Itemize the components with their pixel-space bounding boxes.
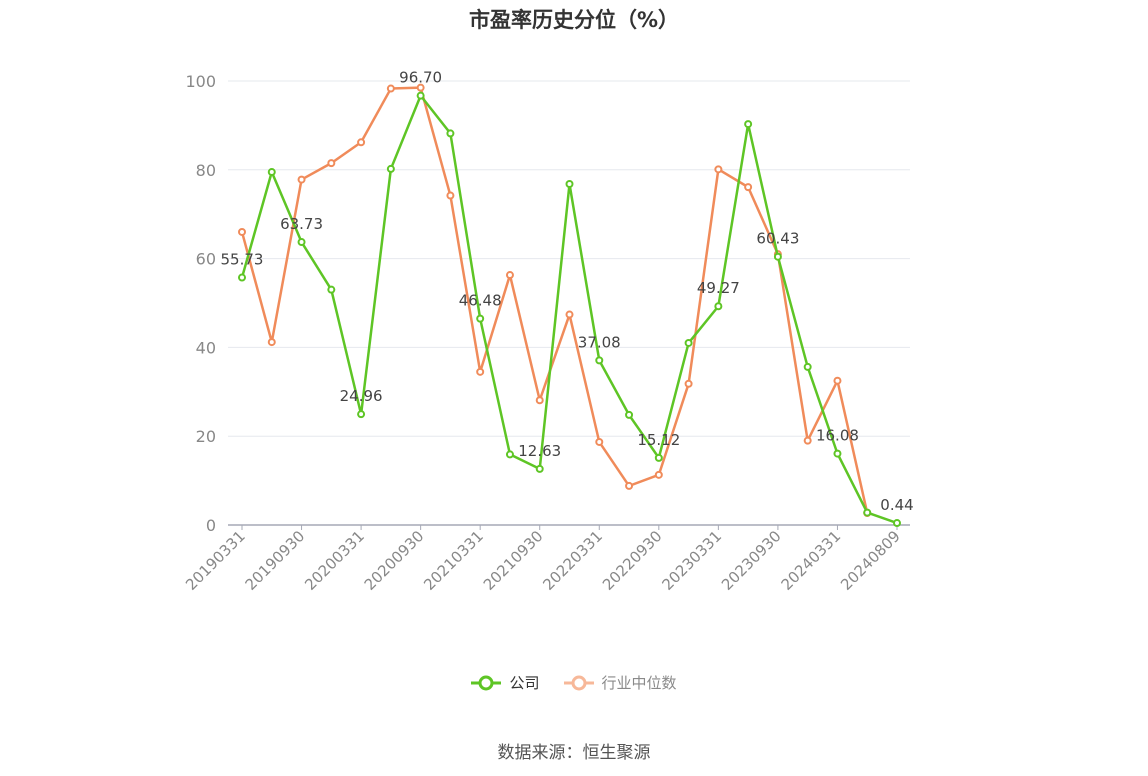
data-point-company[interactable] xyxy=(595,356,604,365)
x-tick-label: 20190930 xyxy=(242,527,309,594)
data-point-company[interactable] xyxy=(863,508,872,517)
data-label: 60.43 xyxy=(756,230,799,248)
data-point-industry[interactable] xyxy=(744,183,753,192)
chart-title: 市盈率历史分位（%） xyxy=(468,8,680,32)
data-point-industry[interactable] xyxy=(238,227,246,236)
data-label: 16.08 xyxy=(816,427,859,445)
data-point-industry[interactable] xyxy=(267,338,276,347)
data-point-company[interactable] xyxy=(565,180,574,189)
legend-company-label: 公司 xyxy=(509,674,540,692)
data-point-company[interactable] xyxy=(357,410,366,419)
data-source: 数据来源：恒生聚源 xyxy=(497,743,651,763)
x-tick-label: 20220331 xyxy=(539,527,606,594)
data-point-industry[interactable] xyxy=(565,310,574,319)
data-point-industry[interactable] xyxy=(595,437,604,446)
data-point-industry[interactable] xyxy=(416,83,425,92)
x-tick-label: 20230331 xyxy=(658,527,725,594)
data-point-industry[interactable] xyxy=(446,191,455,200)
series-line-company xyxy=(240,94,898,525)
y-axis-ticks: 0 20 40 60 80 100 xyxy=(185,72,216,535)
y-tick-label: 80 xyxy=(196,161,216,180)
data-label: 49.27 xyxy=(697,279,740,297)
data-label: 55.73 xyxy=(221,251,264,269)
data-point-company[interactable] xyxy=(625,410,634,419)
data-point-industry[interactable] xyxy=(505,271,514,280)
legend-item-industry[interactable]: 行业中位数 xyxy=(563,672,677,693)
data-point-industry[interactable] xyxy=(327,159,336,168)
x-tick-label: 20220930 xyxy=(599,527,666,594)
data-point-industry[interactable] xyxy=(476,367,485,376)
x-axis-ticks: 2019033120190930202003312020093020210331… xyxy=(182,525,904,594)
data-point-company[interactable] xyxy=(535,464,544,473)
x-tick-label: 20200331 xyxy=(301,527,368,594)
data-point-company[interactable] xyxy=(893,519,901,528)
data-point-industry[interactable] xyxy=(625,481,634,490)
y-tick-label: 100 xyxy=(185,72,216,91)
data-label: 96.70 xyxy=(399,69,442,87)
data-point-industry[interactable] xyxy=(535,396,544,405)
data-point-industry[interactable] xyxy=(297,175,306,184)
data-point-company[interactable] xyxy=(238,273,246,282)
x-tick-label: 20190331 xyxy=(182,527,249,594)
legend-industry-icon xyxy=(563,675,594,690)
x-tick-label: 20240809 xyxy=(837,527,904,594)
data-point-company[interactable] xyxy=(803,362,812,371)
legend-industry-label: 行业中位数 xyxy=(601,674,677,692)
y-tick-label: 40 xyxy=(196,338,216,357)
data-labels: 55.73 63.73 24.96 96.70 46.48 12.63 37.08 15.12… xyxy=(221,69,914,514)
data-point-company[interactable] xyxy=(505,450,514,459)
data-point-company[interactable] xyxy=(446,129,455,138)
data-point-industry[interactable] xyxy=(386,84,395,93)
data-point-industry[interactable] xyxy=(714,165,723,174)
data-point-industry[interactable] xyxy=(357,138,366,147)
legend: 公司 行业中位数 xyxy=(0,672,1148,693)
x-tick-label: 20210930 xyxy=(480,527,547,594)
data-point-industry[interactable] xyxy=(654,470,663,479)
legend-company-icon xyxy=(471,675,502,690)
y-tick-label: 60 xyxy=(196,250,216,269)
data-label: 15.12 xyxy=(637,431,680,449)
data-label: 46.48 xyxy=(459,292,502,310)
data-label: 0.44 xyxy=(880,496,913,514)
data-point-company[interactable] xyxy=(386,164,395,173)
data-point-company[interactable] xyxy=(744,120,753,129)
data-point-industry[interactable] xyxy=(803,436,812,445)
data-label: 24.96 xyxy=(340,387,383,405)
data-point-industry[interactable] xyxy=(684,379,693,388)
x-tick-label: 20210331 xyxy=(420,527,487,594)
data-label: 12.63 xyxy=(518,442,561,460)
data-point-company[interactable] xyxy=(773,252,782,261)
data-point-company[interactable] xyxy=(476,314,485,323)
x-tick-label: 20240331 xyxy=(778,527,845,594)
data-point-company[interactable] xyxy=(714,302,723,311)
y-tick-label: 0 xyxy=(206,516,216,535)
data-label: 37.08 xyxy=(578,333,621,351)
data-point-company[interactable] xyxy=(267,168,276,177)
x-tick-label: 20230930 xyxy=(718,527,785,594)
series-lines xyxy=(238,83,901,528)
data-point-company[interactable] xyxy=(833,449,842,458)
data-point-company[interactable] xyxy=(416,91,425,100)
series-line-industry xyxy=(240,86,869,514)
data-point-company[interactable] xyxy=(684,338,693,347)
data-label: 63.73 xyxy=(280,215,323,233)
data-point-company[interactable] xyxy=(297,238,306,247)
legend-item-company[interactable]: 公司 xyxy=(471,672,540,693)
data-point-company[interactable] xyxy=(327,285,336,294)
y-tick-label: 20 xyxy=(196,427,216,446)
data-point-company[interactable] xyxy=(654,453,663,462)
grid-lines xyxy=(228,80,910,437)
x-tick-label: 20200930 xyxy=(361,527,428,594)
data-point-industry[interactable] xyxy=(833,376,842,385)
